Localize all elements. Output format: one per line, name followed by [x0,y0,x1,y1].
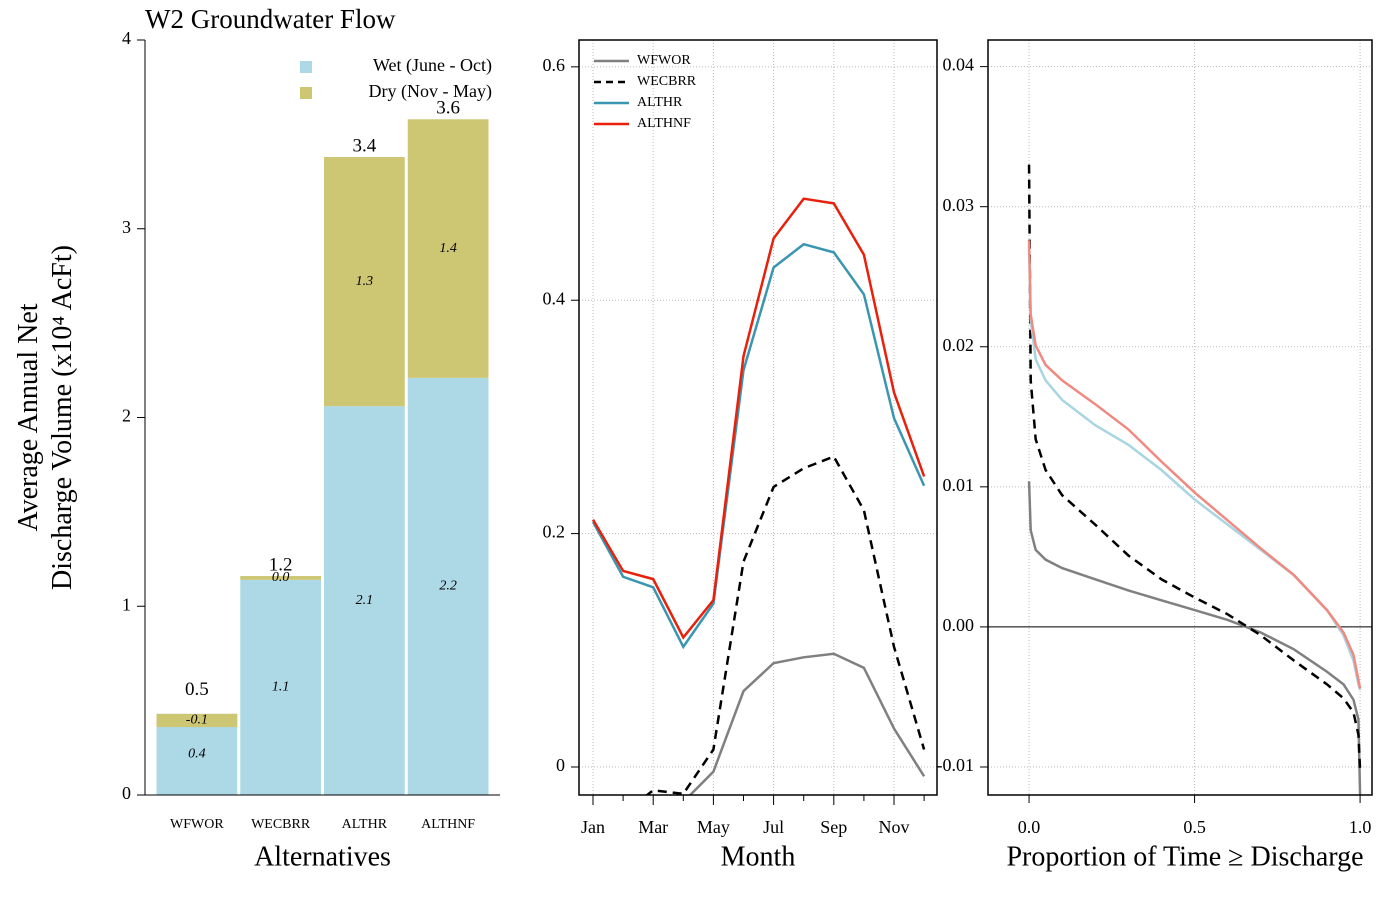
x-tick-label: Jul [763,817,784,837]
bar-segment [407,119,489,378]
bar-segment [240,576,321,580]
x-tick-label: 0.0 [1018,817,1041,837]
y-axis-label-line: Discharge Volume (x10⁴ AcFt) [47,245,78,590]
series-line [645,455,926,795]
total-label: 3.6 [436,98,460,119]
total-label: 0.5 [185,679,209,700]
y-tick-label: 4 [122,28,131,48]
legend-label: Dry (Nov - May) [369,81,492,102]
bar-segment [156,713,238,795]
x-tick-label: May [697,817,730,837]
chart-title: W2 Groundwater Flow [145,4,396,34]
y-tick-label: 0.4 [543,288,566,308]
y-tick-label: 0.03 [943,195,975,215]
bar-segment [240,579,321,795]
value-label: 0.4 [188,747,206,762]
value-label: 2.1 [356,593,374,608]
x-tick-label: WFWOR [170,817,224,832]
value-label: 1.3 [356,274,374,289]
x-tick-label: 0.5 [1183,817,1206,837]
x-tick-label: Sep [820,817,847,837]
bar-segment [156,713,238,728]
value-label: 1.1 [272,680,290,695]
y-axis-label-line: Average Annual Net [13,303,44,531]
x-axis-label: Proportion of Time ≥ Discharge [1006,841,1363,872]
y-tick-label: -0.01 [937,755,975,775]
x-tick-label: Mar [638,817,668,837]
value-label: 2.2 [439,579,457,594]
bar-segment [324,406,405,795]
series-line [591,242,926,650]
bar-segment [324,157,405,407]
bar-segment [407,377,489,795]
total-label: 3.4 [353,135,377,156]
value-label: -0.1 [186,713,208,728]
legend-swatch [300,61,312,73]
total-label: 1.2 [269,554,293,575]
value-label: 1.4 [439,241,457,256]
x-tick-label: 1.0 [1349,817,1372,837]
x-tick-label: ALTHNF [421,817,475,832]
x-tick-label: ALTHR [342,817,388,832]
plot-frame [987,39,1373,796]
y-tick-label: 3 [122,217,131,237]
legend-label: ALTHNF [637,116,691,131]
x-tick-label: Jan [581,817,605,837]
legend-label: WFWOR [637,53,691,68]
series-line [688,652,926,795]
x-axis-label: Alternatives [254,841,391,872]
series-line [1027,481,1362,795]
y-tick-label: 0.00 [943,615,975,635]
x-tick-label: Nov [879,817,910,837]
series-line [591,197,926,640]
y-tick-label: 0 [556,755,565,775]
series-line [1027,240,1362,689]
series-line [1027,164,1362,770]
x-tick-label: WECBRR [251,817,311,832]
y-tick-label: 0.02 [943,335,975,355]
y-tick-label: 1 [122,594,131,614]
y-tick-label: 0.6 [543,55,566,75]
legend-label: WECBRR [637,74,697,89]
y-tick-label: 0 [122,783,131,803]
lines [1027,164,1362,795]
legend-label: ALTHR [637,95,683,110]
value-label: 0.0 [272,570,290,585]
y-tick-label: 0.01 [943,475,975,495]
legend-label: Wet (June - Oct) [373,55,492,76]
y-tick-label: 0.2 [543,522,566,542]
plot-frame [578,39,938,796]
y-tick-label: 0.04 [943,55,975,75]
legend-swatch [300,87,312,99]
series-line [1027,244,1362,691]
lines [591,197,926,795]
y-axis-label: Average Annual Net Discharge Volume (x10⁴… [13,245,78,590]
y-tick-label: 2 [122,406,131,426]
x-axis-label: Month [721,841,796,872]
